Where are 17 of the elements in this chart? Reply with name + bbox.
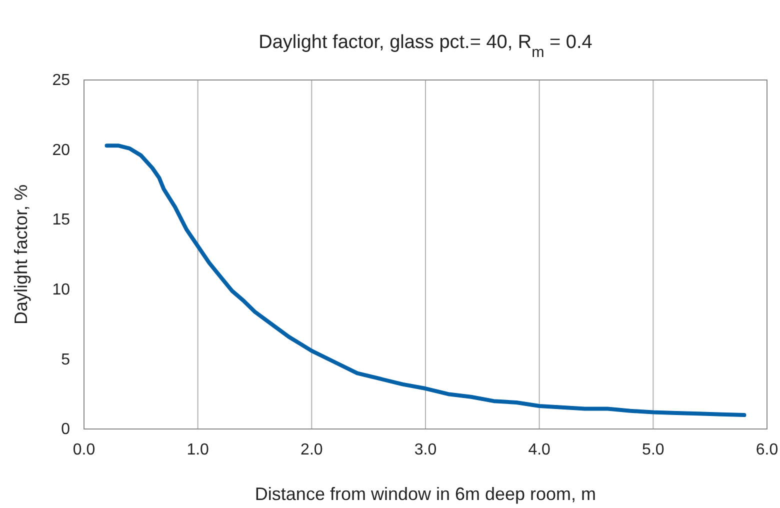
- x-axis-title: Distance from window in 6m deep room, m: [254, 484, 596, 504]
- x-tick-label: 2.0: [300, 441, 323, 458]
- x-tick-label: 6.0: [756, 441, 778, 458]
- y-tick-label: 15: [52, 212, 70, 229]
- y-tick-label: 5: [61, 351, 70, 368]
- y-tick-label: 20: [52, 142, 70, 159]
- x-tick-label: 1.0: [186, 441, 210, 458]
- y-tick-label: 25: [52, 72, 70, 90]
- x-tick-label: 0.0: [72, 441, 96, 458]
- x-tick-label: 5.0: [642, 441, 664, 458]
- x-tick-label: 4.0: [528, 441, 551, 458]
- line-series: [104, 144, 746, 418]
- chart-title: Daylight factor, glass pct.= 40, R$_{m}$ = 0.4: [258, 32, 593, 60]
- y-tick-label: 0: [61, 421, 70, 438]
- y-axis-title: Daylight factor, %: [11, 184, 31, 325]
- y-tick-label: 10: [52, 282, 70, 299]
- x-tick-label: 3.0: [414, 441, 437, 458]
